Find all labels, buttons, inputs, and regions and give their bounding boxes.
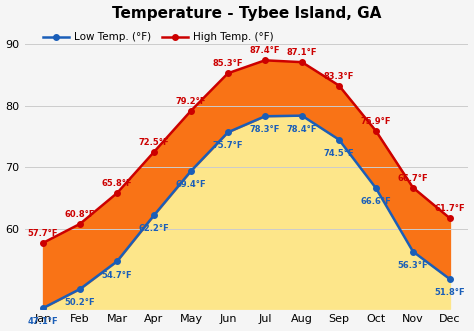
Low Temp. (°F) — [151, 213, 157, 217]
High Temp. (°F) — [40, 241, 46, 245]
Text: 87.4°F: 87.4°F — [250, 46, 280, 55]
Text: 50.2°F: 50.2°F — [65, 298, 95, 307]
Text: 75.7°F: 75.7°F — [213, 141, 243, 151]
Text: 78.4°F: 78.4°F — [287, 125, 317, 134]
High Temp. (°F) — [262, 58, 268, 62]
Line: Low Temp. (°F): Low Temp. (°F) — [40, 113, 453, 311]
Low Temp. (°F) — [447, 277, 453, 281]
Low Temp. (°F) — [225, 130, 231, 134]
Text: 83.3°F: 83.3°F — [324, 71, 354, 81]
Text: 54.7°F: 54.7°F — [102, 270, 132, 280]
Text: 69.4°F: 69.4°F — [176, 180, 206, 189]
High Temp. (°F) — [188, 109, 194, 113]
Low Temp. (°F) — [410, 250, 416, 254]
Text: 47.1°F: 47.1°F — [27, 317, 58, 326]
High Temp. (°F) — [151, 150, 157, 154]
Text: 57.7°F: 57.7°F — [28, 229, 58, 238]
Low Temp. (°F) — [188, 169, 194, 173]
Text: 60.8°F: 60.8°F — [65, 210, 95, 219]
Text: 72.5°F: 72.5°F — [139, 138, 169, 147]
Text: 85.3°F: 85.3°F — [213, 59, 243, 68]
Low Temp. (°F) — [77, 287, 83, 291]
High Temp. (°F) — [77, 222, 83, 226]
Low Temp. (°F) — [299, 114, 305, 118]
High Temp. (°F) — [336, 83, 342, 87]
Text: 51.8°F: 51.8°F — [435, 288, 465, 297]
Text: 56.3°F: 56.3°F — [398, 261, 428, 270]
Text: 66.6°F: 66.6°F — [361, 197, 392, 207]
Low Temp. (°F) — [373, 186, 379, 190]
Text: 75.9°F: 75.9°F — [361, 117, 391, 126]
Text: 79.2°F: 79.2°F — [176, 97, 206, 106]
High Temp. (°F) — [373, 129, 379, 133]
Text: 66.7°F: 66.7°F — [398, 174, 428, 183]
Line: High Temp. (°F): High Temp. (°F) — [40, 58, 453, 246]
High Temp. (°F) — [447, 216, 453, 220]
Low Temp. (°F) — [336, 138, 342, 142]
Text: 87.1°F: 87.1°F — [287, 48, 317, 57]
High Temp. (°F) — [299, 60, 305, 64]
Title: Temperature - Tybee Island, GA: Temperature - Tybee Island, GA — [112, 6, 381, 21]
High Temp. (°F) — [410, 186, 416, 190]
Legend: Low Temp. (°F), High Temp. (°F): Low Temp. (°F), High Temp. (°F) — [38, 28, 278, 47]
Text: 61.7°F: 61.7°F — [435, 205, 465, 213]
Text: 62.2°F: 62.2°F — [138, 224, 169, 233]
Text: 65.8°F: 65.8°F — [102, 179, 132, 188]
High Temp. (°F) — [114, 191, 120, 195]
Low Temp. (°F) — [262, 114, 268, 118]
Text: 78.3°F: 78.3°F — [250, 125, 280, 134]
Text: 74.5°F: 74.5°F — [324, 149, 354, 158]
High Temp. (°F) — [225, 71, 231, 75]
Low Temp. (°F) — [114, 260, 120, 263]
Low Temp. (°F) — [40, 306, 46, 310]
